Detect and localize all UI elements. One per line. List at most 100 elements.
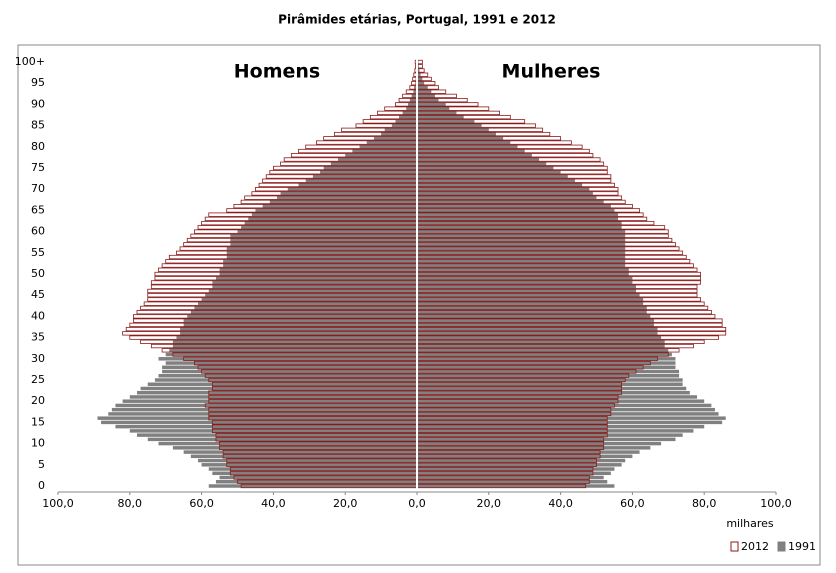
bar: [411, 94, 417, 98]
bar: [384, 128, 417, 132]
bar: [287, 187, 417, 191]
bar: [417, 429, 694, 433]
bar: [230, 242, 417, 247]
bar: [391, 123, 417, 128]
bar: [97, 416, 418, 420]
y-tick-label: 40: [31, 309, 45, 322]
bar: [417, 263, 626, 268]
y-tick-label: 50: [31, 267, 45, 280]
bar: [147, 382, 417, 386]
y-tick-label: 35: [31, 331, 45, 344]
bar: [417, 102, 446, 107]
bar: [165, 352, 417, 357]
bar: [183, 450, 417, 454]
bar: [417, 484, 615, 488]
bar: [417, 348, 669, 353]
bar: [417, 331, 658, 336]
bar: [201, 463, 417, 467]
bar: [417, 268, 629, 272]
bar: [417, 441, 662, 446]
bar: [417, 217, 619, 221]
bar: [417, 382, 683, 386]
bar: [417, 272, 629, 276]
bar: [417, 195, 597, 200]
bar: [237, 229, 417, 234]
bar: [417, 306, 647, 310]
bar: [248, 217, 417, 221]
bar: [417, 327, 658, 331]
bar: [190, 454, 417, 459]
bar: [417, 132, 496, 136]
y-tick-label: 85: [31, 119, 45, 132]
bar: [417, 200, 604, 204]
bar: [417, 77, 423, 81]
bar: [136, 433, 418, 437]
bar: [417, 251, 626, 255]
y-tick-label: 70: [31, 182, 45, 195]
bar: [417, 115, 464, 119]
bar: [417, 454, 633, 459]
bar: [219, 475, 417, 480]
bar: [417, 276, 633, 280]
bar: [417, 242, 626, 247]
bar: [205, 293, 417, 297]
bar: [417, 463, 622, 467]
bar: [101, 420, 417, 425]
bar: [417, 246, 626, 251]
bar: [417, 212, 619, 217]
bar: [223, 263, 417, 268]
bar: [417, 85, 428, 90]
bar: [208, 289, 417, 293]
y-tick-label: 55: [31, 246, 45, 259]
bar: [417, 68, 420, 73]
bar: [366, 140, 417, 145]
bar: [417, 340, 665, 344]
bar: [122, 399, 418, 403]
bar: [417, 208, 615, 213]
bar: [417, 424, 705, 429]
bar: [187, 314, 417, 319]
x-tick-label: 40,0: [548, 497, 573, 510]
bar: [201, 297, 417, 302]
bar: [417, 170, 561, 174]
y-tick-label: 95: [31, 76, 45, 89]
bar: [136, 390, 418, 395]
legend-label: 1991: [788, 540, 816, 553]
bar: [158, 441, 417, 446]
bar: [129, 395, 418, 399]
y-tick-label: 10: [31, 437, 45, 450]
bar: [417, 255, 626, 259]
bar: [158, 374, 417, 378]
legend-swatch: [777, 541, 786, 552]
bar: [417, 318, 654, 323]
bar: [320, 170, 417, 174]
bar: [417, 183, 583, 187]
bar: [417, 471, 611, 476]
bar: [417, 204, 611, 208]
bar: [417, 191, 593, 196]
y-tick-label: 20: [31, 394, 45, 407]
bar: [417, 297, 644, 302]
bar: [262, 204, 417, 208]
bar: [115, 424, 417, 429]
bar: [183, 318, 417, 323]
bar: [172, 344, 417, 348]
bar: [208, 484, 417, 488]
bar: [417, 174, 568, 179]
bar: [417, 378, 683, 382]
bar: [413, 89, 417, 94]
bar: [417, 166, 554, 170]
bar: [417, 433, 683, 437]
bar: [417, 390, 690, 395]
bar: [345, 153, 417, 158]
bar: [417, 301, 644, 306]
bar: [158, 357, 417, 361]
bar: [417, 323, 654, 327]
bar: [154, 378, 417, 382]
bar: [417, 446, 651, 450]
bar: [280, 191, 417, 196]
bar: [417, 157, 540, 162]
bar: [212, 471, 417, 476]
chart-title: Pirâmides etárias, Portugal, 1991 e 2012: [278, 13, 556, 27]
